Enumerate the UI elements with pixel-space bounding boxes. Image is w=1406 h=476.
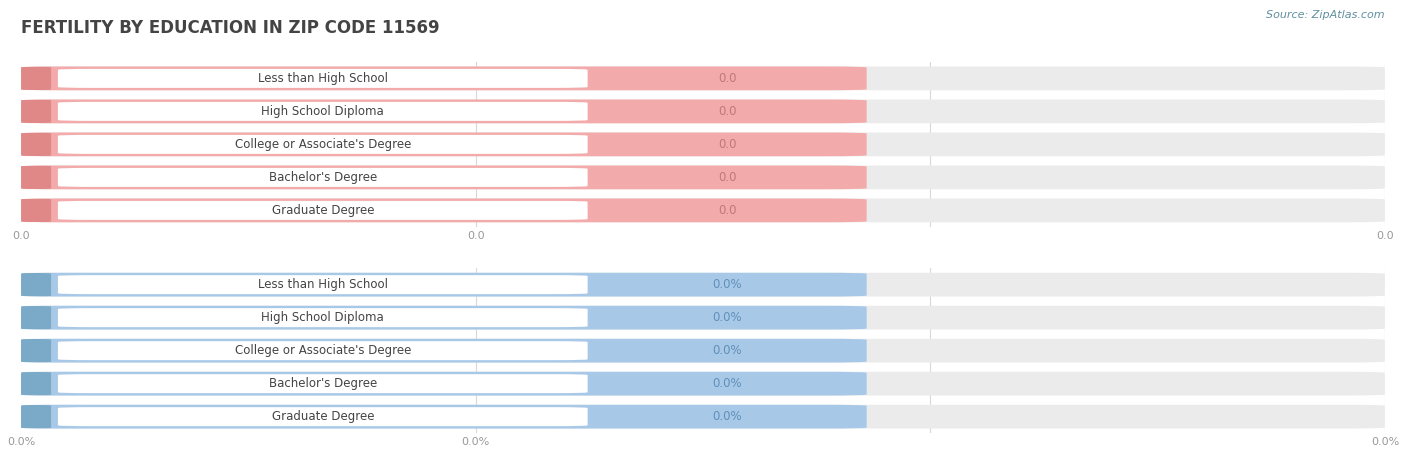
FancyBboxPatch shape: [58, 407, 588, 426]
FancyBboxPatch shape: [17, 273, 55, 297]
FancyBboxPatch shape: [21, 372, 1385, 396]
Text: Graduate Degree: Graduate Degree: [271, 204, 374, 217]
FancyBboxPatch shape: [17, 372, 55, 396]
Text: 0.0: 0.0: [718, 105, 737, 118]
FancyBboxPatch shape: [21, 132, 1385, 156]
Text: 0.0%: 0.0%: [713, 278, 742, 291]
FancyBboxPatch shape: [21, 273, 1385, 297]
FancyBboxPatch shape: [17, 166, 55, 189]
FancyBboxPatch shape: [58, 135, 588, 154]
Text: Bachelor's Degree: Bachelor's Degree: [269, 377, 377, 390]
FancyBboxPatch shape: [21, 372, 866, 396]
Text: 0.0%: 0.0%: [713, 410, 742, 423]
Text: FERTILITY BY EDUCATION IN ZIP CODE 11569: FERTILITY BY EDUCATION IN ZIP CODE 11569: [21, 19, 440, 37]
FancyBboxPatch shape: [58, 102, 588, 121]
FancyBboxPatch shape: [21, 99, 866, 123]
FancyBboxPatch shape: [21, 339, 1385, 363]
FancyBboxPatch shape: [17, 132, 55, 156]
FancyBboxPatch shape: [17, 405, 55, 428]
FancyBboxPatch shape: [21, 67, 1385, 90]
FancyBboxPatch shape: [21, 405, 866, 428]
FancyBboxPatch shape: [21, 306, 866, 329]
FancyBboxPatch shape: [58, 201, 588, 220]
Text: Graduate Degree: Graduate Degree: [271, 410, 374, 423]
FancyBboxPatch shape: [21, 198, 1385, 222]
FancyBboxPatch shape: [21, 273, 866, 297]
FancyBboxPatch shape: [21, 132, 866, 156]
Text: 0.0: 0.0: [718, 171, 737, 184]
FancyBboxPatch shape: [21, 405, 1385, 428]
FancyBboxPatch shape: [21, 67, 866, 90]
Text: 0.0: 0.0: [718, 204, 737, 217]
Text: Bachelor's Degree: Bachelor's Degree: [269, 171, 377, 184]
Text: College or Associate's Degree: College or Associate's Degree: [235, 138, 411, 151]
FancyBboxPatch shape: [21, 166, 866, 189]
Text: Less than High School: Less than High School: [257, 72, 388, 85]
FancyBboxPatch shape: [58, 275, 588, 294]
Text: 0.0: 0.0: [718, 72, 737, 85]
Text: Source: ZipAtlas.com: Source: ZipAtlas.com: [1267, 10, 1385, 20]
FancyBboxPatch shape: [17, 306, 55, 329]
FancyBboxPatch shape: [58, 168, 588, 187]
FancyBboxPatch shape: [21, 198, 866, 222]
FancyBboxPatch shape: [21, 339, 866, 363]
FancyBboxPatch shape: [58, 69, 588, 88]
FancyBboxPatch shape: [21, 99, 1385, 123]
Text: 0.0%: 0.0%: [713, 377, 742, 390]
FancyBboxPatch shape: [58, 374, 588, 393]
Text: College or Associate's Degree: College or Associate's Degree: [235, 344, 411, 357]
Text: High School Diploma: High School Diploma: [262, 105, 384, 118]
FancyBboxPatch shape: [17, 99, 55, 123]
Text: 0.0: 0.0: [718, 138, 737, 151]
FancyBboxPatch shape: [17, 198, 55, 222]
FancyBboxPatch shape: [17, 339, 55, 363]
Text: High School Diploma: High School Diploma: [262, 311, 384, 324]
FancyBboxPatch shape: [21, 306, 1385, 329]
Text: 0.0%: 0.0%: [713, 344, 742, 357]
FancyBboxPatch shape: [17, 67, 55, 90]
FancyBboxPatch shape: [21, 166, 1385, 189]
Text: 0.0%: 0.0%: [713, 311, 742, 324]
FancyBboxPatch shape: [58, 341, 588, 360]
Text: Less than High School: Less than High School: [257, 278, 388, 291]
FancyBboxPatch shape: [58, 308, 588, 327]
